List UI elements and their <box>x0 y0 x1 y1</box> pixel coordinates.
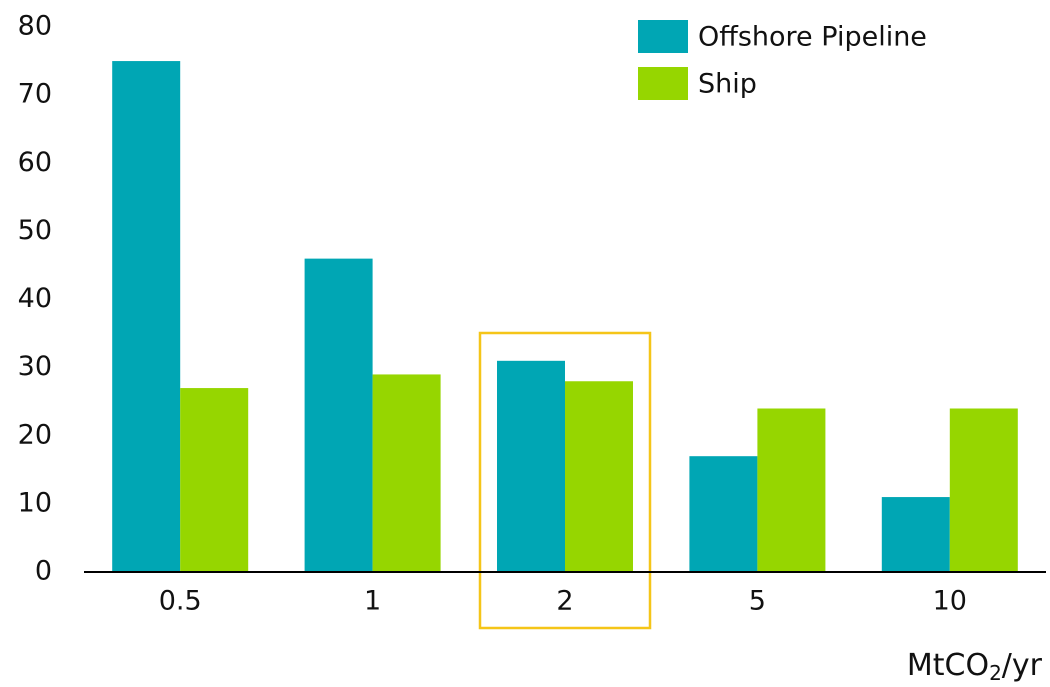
legend-swatch <box>638 67 688 100</box>
bar <box>372 374 441 572</box>
y-tick-label: 50 <box>18 215 52 246</box>
x-tick-label: 1 <box>364 586 381 617</box>
bar <box>881 497 950 572</box>
bar <box>689 456 758 572</box>
x-tick-label: 2 <box>556 586 573 617</box>
y-tick-label: 30 <box>18 351 52 382</box>
bar <box>497 360 565 572</box>
bar <box>949 408 1018 572</box>
y-tick-label: 80 <box>18 11 52 42</box>
y-tick-label: 60 <box>18 147 52 178</box>
bar <box>180 388 249 572</box>
x-tick-label: 0.5 <box>159 586 202 617</box>
legend-swatch <box>638 20 688 53</box>
bar <box>757 408 826 572</box>
bar <box>565 381 633 572</box>
x-axis-label: MtCO2/yr <box>907 648 1043 684</box>
legend-label: Offshore Pipeline <box>698 22 927 53</box>
y-tick-label: 40 <box>18 283 52 314</box>
y-tick-label: 70 <box>18 79 52 110</box>
x-tick-label: 10 <box>933 586 967 617</box>
bar <box>304 258 373 572</box>
legend-label: Ship <box>698 69 757 100</box>
y-tick-label: 20 <box>18 419 52 450</box>
bar <box>112 61 181 572</box>
highlight-box <box>478 331 652 630</box>
y-tick-label: 0 <box>35 556 52 587</box>
y-tick-label: 10 <box>18 487 52 518</box>
x-tick-label: 5 <box>749 586 766 617</box>
